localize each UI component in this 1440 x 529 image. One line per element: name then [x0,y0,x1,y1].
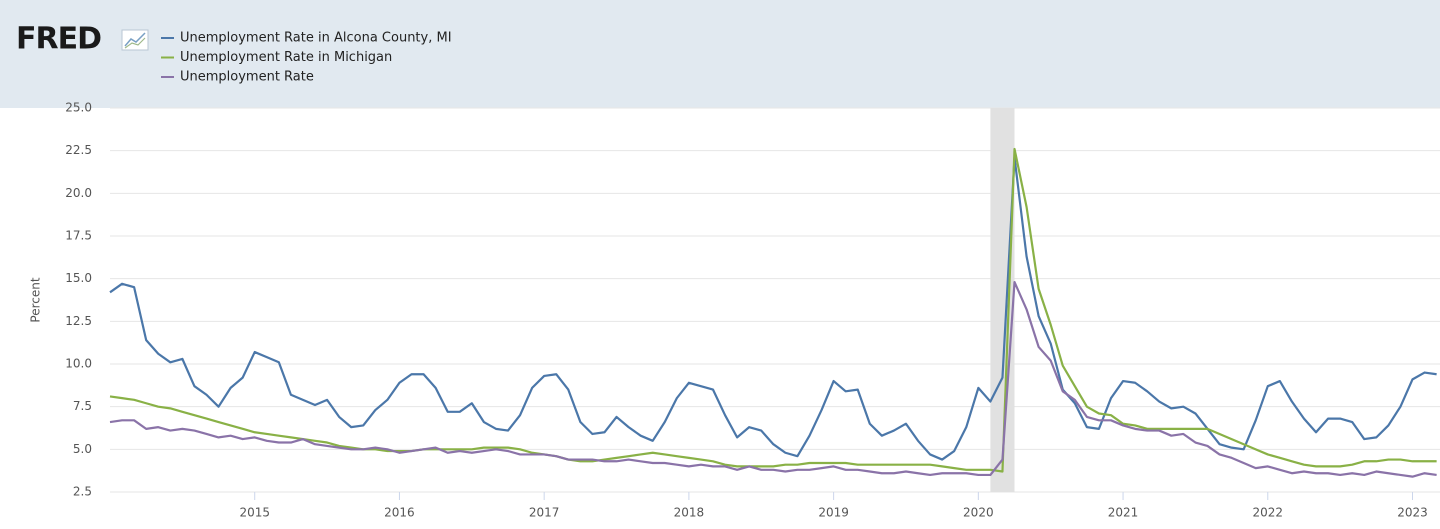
y-tick-label: 22.5 [65,143,92,157]
header-band [0,0,1440,108]
x-tick-label: 2020 [963,506,994,520]
y-tick-label: 25.0 [65,101,92,115]
y-tick-label: 20.0 [65,186,92,200]
legend-label: Unemployment Rate in Alcona County, MI [180,31,452,46]
x-tick-label: 2019 [818,506,849,520]
logo-icon [121,29,149,51]
series-line [109,280,1437,478]
x-tick-label: 2015 [239,506,270,520]
y-axis-label: Percent [29,277,43,322]
x-tick-label: 2022 [1253,506,1284,520]
x-tick-label: 2021 [1108,506,1139,520]
y-tick-label: 10.0 [65,357,92,371]
y-tick-label: 2.5 [73,485,92,499]
legend-label: Unemployment Rate in Michigan [180,50,392,65]
x-tick-label: 2016 [384,506,415,520]
plot-area [110,108,1440,492]
y-tick-label: 17.5 [65,229,92,243]
x-tick-label: 2017 [529,506,560,520]
series-line [109,156,1437,461]
x-tick-label: 2023 [1397,506,1428,520]
logo: FRED [16,22,101,57]
recession-band [990,108,1015,492]
x-tick-label: 2018 [674,506,705,520]
y-tick-label: 7.5 [73,399,92,413]
y-tick-label: 15.0 [65,271,92,285]
y-tick-label: 5.0 [73,442,92,456]
series-line [109,147,1437,473]
legend-label: Unemployment Rate [180,70,314,85]
y-tick-label: 12.5 [65,314,92,328]
